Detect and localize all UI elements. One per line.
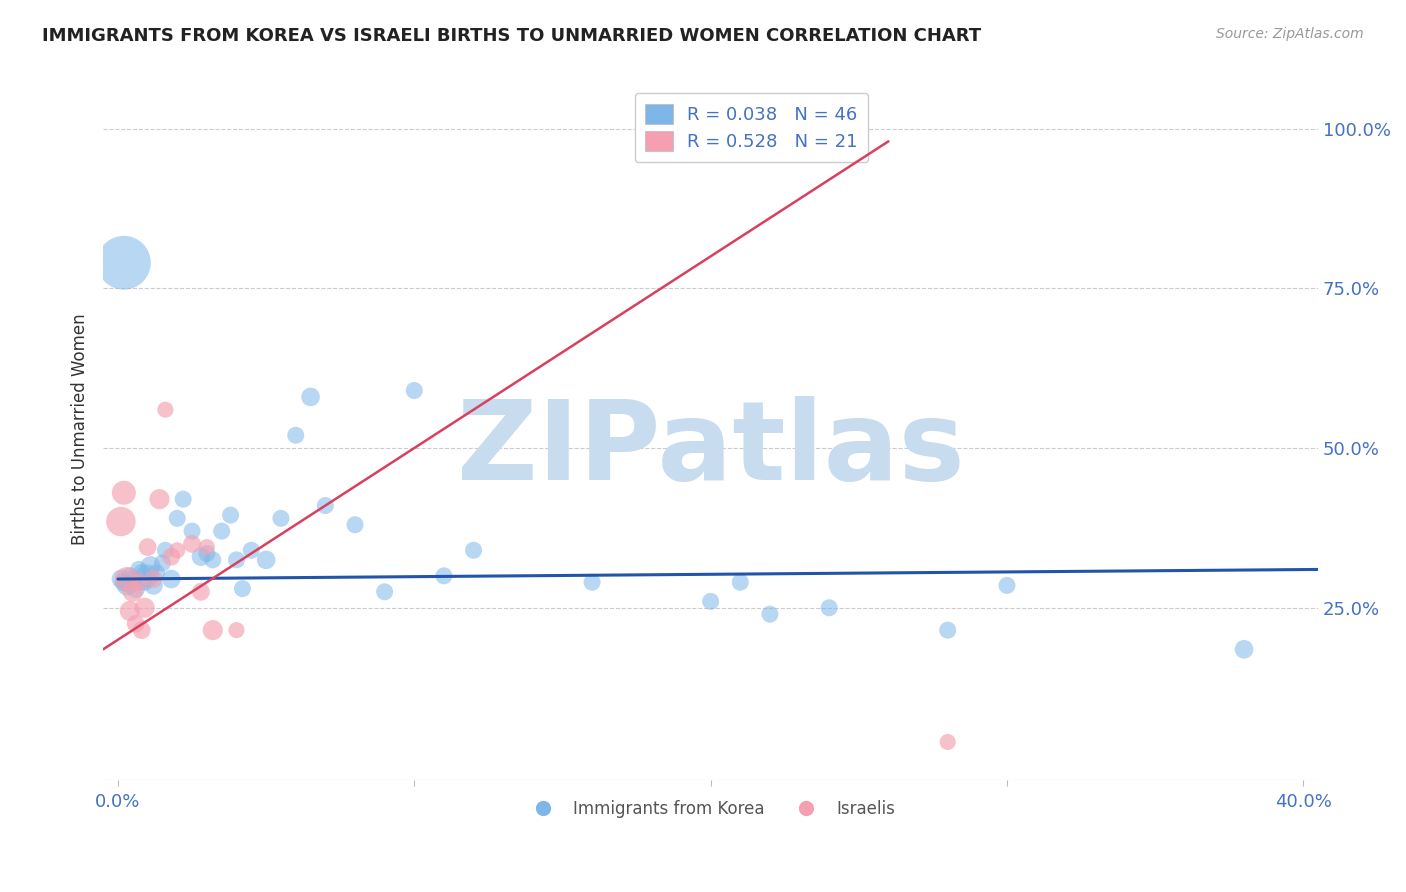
- Point: [730, 575, 752, 590]
- Point: [172, 492, 194, 507]
- Point: [759, 607, 782, 622]
- Point: [225, 553, 247, 567]
- Point: [112, 485, 135, 500]
- Point: [404, 384, 426, 398]
- Point: [155, 543, 177, 558]
- Point: [201, 623, 224, 637]
- Point: [115, 578, 138, 592]
- Point: [145, 566, 167, 580]
- Point: [211, 524, 233, 538]
- Point: [581, 575, 603, 590]
- Point: [148, 492, 170, 507]
- Point: [142, 572, 165, 586]
- Point: [131, 566, 153, 580]
- Point: [136, 569, 159, 583]
- Point: [121, 584, 143, 599]
- Y-axis label: Births to Unmarried Women: Births to Unmarried Women: [72, 313, 89, 545]
- Point: [299, 390, 322, 404]
- Point: [195, 540, 218, 554]
- Point: [134, 600, 156, 615]
- Text: ZIPatlas: ZIPatlas: [457, 396, 965, 503]
- Point: [136, 540, 159, 554]
- Point: [314, 499, 336, 513]
- Point: [181, 537, 204, 551]
- Point: [155, 402, 177, 417]
- Point: [433, 569, 456, 583]
- Point: [1233, 642, 1256, 657]
- Point: [121, 572, 143, 586]
- Text: IMMIGRANTS FROM KOREA VS ISRAELI BIRTHS TO UNMARRIED WOMEN CORRELATION CHART: IMMIGRANTS FROM KOREA VS ISRAELI BIRTHS …: [42, 27, 981, 45]
- Point: [463, 543, 485, 558]
- Point: [142, 578, 165, 592]
- Point: [118, 604, 141, 618]
- Point: [125, 616, 148, 631]
- Point: [995, 578, 1018, 592]
- Point: [699, 594, 721, 608]
- Text: Source: ZipAtlas.com: Source: ZipAtlas.com: [1216, 27, 1364, 41]
- Point: [201, 553, 224, 567]
- Point: [181, 524, 204, 538]
- Point: [139, 559, 162, 574]
- Point: [118, 569, 141, 583]
- Point: [115, 572, 138, 586]
- Point: [936, 735, 959, 749]
- Point: [284, 428, 307, 442]
- Point: [344, 517, 367, 532]
- Point: [166, 511, 188, 525]
- Point: [166, 543, 188, 558]
- Point: [270, 511, 292, 525]
- Point: [818, 600, 841, 615]
- Point: [152, 556, 174, 570]
- Point: [134, 575, 156, 590]
- Point: [936, 623, 959, 637]
- Point: [110, 515, 132, 529]
- Point: [128, 562, 150, 576]
- Point: [195, 546, 218, 560]
- Point: [231, 582, 253, 596]
- Legend: Immigrants from Korea, Israelis: Immigrants from Korea, Israelis: [520, 793, 901, 825]
- Point: [125, 582, 148, 596]
- Point: [110, 572, 132, 586]
- Point: [128, 575, 150, 590]
- Point: [160, 572, 183, 586]
- Point: [131, 623, 153, 637]
- Point: [190, 549, 212, 564]
- Point: [160, 549, 183, 564]
- Point: [225, 623, 247, 637]
- Point: [254, 553, 277, 567]
- Point: [112, 256, 135, 270]
- Point: [112, 575, 135, 590]
- Point: [240, 543, 263, 558]
- Point: [374, 584, 396, 599]
- Point: [219, 508, 242, 523]
- Point: [190, 584, 212, 599]
